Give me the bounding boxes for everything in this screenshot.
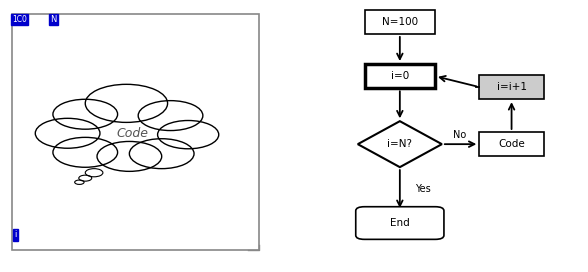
Text: i=i+1: i=i+1	[496, 82, 527, 92]
FancyBboxPatch shape	[356, 207, 444, 239]
Circle shape	[85, 169, 103, 177]
Text: i: i	[15, 230, 17, 239]
Circle shape	[53, 137, 118, 167]
Circle shape	[97, 141, 162, 171]
Text: N=100: N=100	[382, 17, 418, 27]
Circle shape	[129, 139, 194, 169]
Text: N: N	[50, 15, 56, 24]
Bar	[365, 64, 435, 88]
Bar	[479, 132, 544, 156]
Bar	[12, 14, 259, 250]
Circle shape	[53, 99, 118, 129]
Circle shape	[138, 101, 203, 131]
Polygon shape	[358, 121, 442, 167]
Circle shape	[158, 120, 219, 149]
Circle shape	[79, 175, 92, 181]
Text: Code: Code	[498, 139, 525, 149]
Text: No: No	[453, 130, 466, 140]
Circle shape	[85, 84, 168, 122]
Bar	[479, 75, 544, 99]
Text: 1C0: 1C0	[12, 15, 27, 24]
Text: End: End	[390, 218, 410, 228]
Text: i=N?: i=N?	[387, 139, 412, 149]
Text: Code: Code	[116, 127, 148, 140]
Circle shape	[75, 180, 84, 184]
Text: Yes: Yes	[415, 184, 430, 194]
Text: i=0: i=0	[390, 71, 409, 81]
Bar	[365, 10, 435, 34]
Circle shape	[35, 118, 100, 148]
